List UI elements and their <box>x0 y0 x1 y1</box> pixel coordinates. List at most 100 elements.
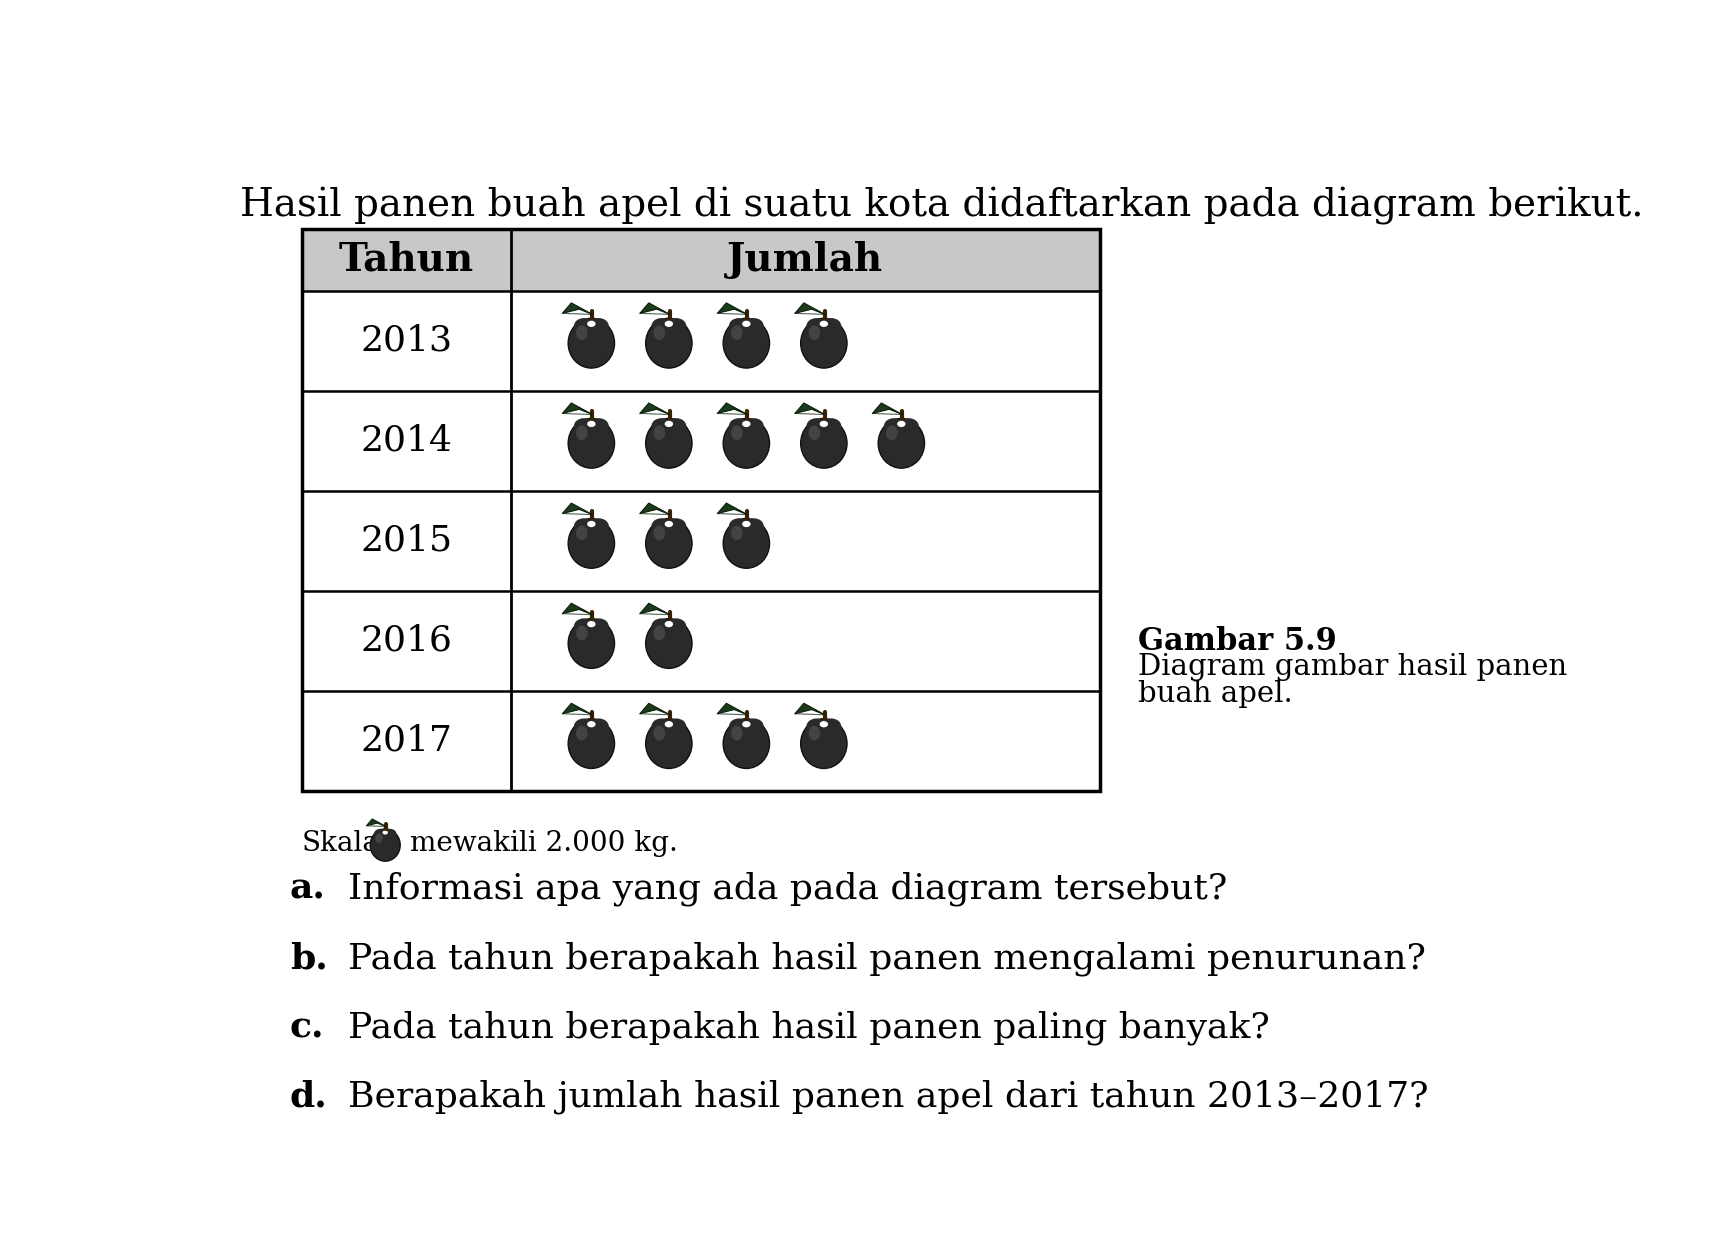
Ellipse shape <box>884 418 905 434</box>
Text: Berapakah jumlah hasil panen apel dari tahun 2013–2017?: Berapakah jumlah hasil panen apel dari t… <box>348 1080 1429 1114</box>
Text: c.: c. <box>291 1011 325 1044</box>
Ellipse shape <box>586 421 595 427</box>
Ellipse shape <box>586 721 595 727</box>
Ellipse shape <box>801 418 848 468</box>
Ellipse shape <box>576 626 588 640</box>
Text: Tahun: Tahun <box>339 241 474 279</box>
Ellipse shape <box>732 726 742 740</box>
Ellipse shape <box>806 718 827 734</box>
Ellipse shape <box>567 518 614 569</box>
Ellipse shape <box>382 830 388 834</box>
Ellipse shape <box>567 718 614 769</box>
Ellipse shape <box>645 518 692 569</box>
Ellipse shape <box>728 418 749 434</box>
Ellipse shape <box>586 521 595 527</box>
Ellipse shape <box>586 621 595 627</box>
Text: 2014: 2014 <box>360 423 452 458</box>
Ellipse shape <box>801 318 848 368</box>
Ellipse shape <box>588 418 609 434</box>
Text: buah apel.: buah apel. <box>1138 680 1294 708</box>
Polygon shape <box>562 503 592 515</box>
Text: mewakili 2.000 kg.: mewakili 2.000 kg. <box>410 830 678 856</box>
Ellipse shape <box>588 318 609 333</box>
Ellipse shape <box>576 326 588 341</box>
Text: Jumlah: Jumlah <box>727 241 884 279</box>
Ellipse shape <box>742 521 751 527</box>
Polygon shape <box>640 703 670 714</box>
Ellipse shape <box>879 418 924 468</box>
Ellipse shape <box>567 418 614 468</box>
Bar <box>301 230 1100 791</box>
Ellipse shape <box>732 526 742 540</box>
Ellipse shape <box>664 321 673 327</box>
Ellipse shape <box>654 626 664 640</box>
Ellipse shape <box>574 418 593 434</box>
Ellipse shape <box>822 718 841 734</box>
Ellipse shape <box>664 521 673 527</box>
Ellipse shape <box>666 418 687 434</box>
Text: d.: d. <box>291 1080 327 1114</box>
Ellipse shape <box>806 418 827 434</box>
Polygon shape <box>640 503 670 515</box>
Polygon shape <box>562 703 592 714</box>
Ellipse shape <box>808 426 820 441</box>
Ellipse shape <box>820 321 829 327</box>
Text: Hasil panen buah apel di suatu kota didaftarkan pada diagram berikut.: Hasil panen buah apel di suatu kota dida… <box>239 186 1644 225</box>
Ellipse shape <box>666 618 687 634</box>
Ellipse shape <box>567 618 614 669</box>
Text: Pada tahun berapakah hasil panen mengalami penurunan?: Pada tahun berapakah hasil panen mengala… <box>348 942 1426 976</box>
Polygon shape <box>794 302 825 315</box>
Polygon shape <box>794 404 825 415</box>
Ellipse shape <box>586 321 595 327</box>
Polygon shape <box>718 503 747 515</box>
Ellipse shape <box>654 526 664 540</box>
Ellipse shape <box>742 321 751 327</box>
Ellipse shape <box>370 829 400 861</box>
Text: b.: b. <box>291 942 327 975</box>
Ellipse shape <box>574 318 593 333</box>
Ellipse shape <box>652 318 671 333</box>
Ellipse shape <box>576 726 588 740</box>
Ellipse shape <box>744 518 763 534</box>
Ellipse shape <box>898 418 919 434</box>
Ellipse shape <box>744 318 763 333</box>
Ellipse shape <box>666 718 687 734</box>
Ellipse shape <box>645 718 692 769</box>
Ellipse shape <box>742 421 751 427</box>
Text: Pada tahun berapakah hasil panen paling banyak?: Pada tahun berapakah hasil panen paling … <box>348 1011 1270 1045</box>
Bar <box>301 230 1100 290</box>
Polygon shape <box>640 404 670 415</box>
Polygon shape <box>640 302 670 315</box>
Ellipse shape <box>886 426 898 441</box>
Polygon shape <box>718 703 747 714</box>
Ellipse shape <box>728 718 749 734</box>
Ellipse shape <box>576 426 588 441</box>
Ellipse shape <box>664 421 673 427</box>
Polygon shape <box>640 603 670 615</box>
Ellipse shape <box>723 518 770 569</box>
Ellipse shape <box>723 418 770 468</box>
Ellipse shape <box>654 726 664 740</box>
Ellipse shape <box>576 526 588 540</box>
Ellipse shape <box>567 318 614 368</box>
Polygon shape <box>718 404 747 415</box>
Text: 2017: 2017 <box>360 724 452 758</box>
Ellipse shape <box>588 518 609 534</box>
Polygon shape <box>562 603 592 615</box>
Ellipse shape <box>375 833 382 843</box>
Text: Informasi apa yang ada pada diagram tersebut?: Informasi apa yang ada pada diagram ters… <box>348 872 1227 907</box>
Ellipse shape <box>744 418 763 434</box>
Ellipse shape <box>574 718 593 734</box>
Ellipse shape <box>820 721 829 727</box>
Text: a.: a. <box>291 872 325 906</box>
Polygon shape <box>367 819 386 827</box>
Ellipse shape <box>652 718 671 734</box>
Ellipse shape <box>732 326 742 341</box>
Ellipse shape <box>384 829 396 839</box>
Ellipse shape <box>574 618 593 634</box>
Ellipse shape <box>822 318 841 333</box>
Polygon shape <box>794 703 825 714</box>
Ellipse shape <box>664 721 673 727</box>
Ellipse shape <box>806 318 827 333</box>
Polygon shape <box>872 404 903 415</box>
